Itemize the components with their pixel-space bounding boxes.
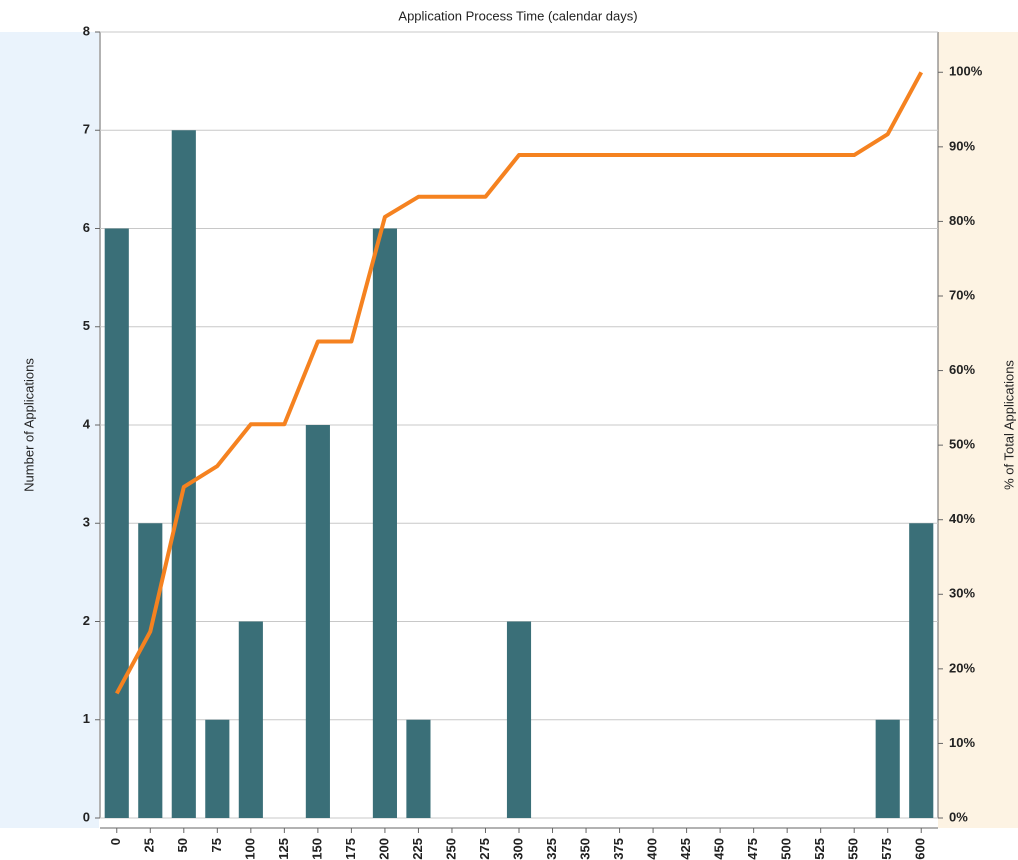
x-tick-label: 200 xyxy=(376,838,391,860)
x-tick-label: 250 xyxy=(443,838,458,860)
y2-tick-label: 60% xyxy=(949,362,975,377)
y-axis-label: Number of Applications xyxy=(21,358,36,492)
y2-axis-label: % of Total Applications xyxy=(1001,360,1016,490)
right-axis-band xyxy=(938,32,1018,828)
y2-tick-label: 100% xyxy=(949,64,983,79)
y-tick-label: 7 xyxy=(83,122,90,137)
y2-tick-label: 70% xyxy=(949,287,975,302)
y-tick-label: 0 xyxy=(83,809,90,824)
y-tick-label: 8 xyxy=(83,23,90,38)
x-tick-label: 550 xyxy=(846,838,861,860)
left-axis-band xyxy=(0,32,99,828)
bar xyxy=(238,621,263,818)
x-tick-label: 100 xyxy=(242,838,257,860)
x-tick-label: 500 xyxy=(779,838,794,860)
bar xyxy=(138,523,163,818)
y2-tick-label: 50% xyxy=(949,437,975,452)
y2-tick-label: 90% xyxy=(949,138,975,153)
bar xyxy=(305,425,330,818)
y2-tick-label: 40% xyxy=(949,511,975,526)
x-tick-label: 475 xyxy=(745,838,760,860)
x-tick-label: 50 xyxy=(175,838,190,852)
x-tick-label: 575 xyxy=(879,838,894,860)
y-tick-label: 2 xyxy=(83,613,90,628)
x-tick-label: 75 xyxy=(209,838,224,852)
y-tick-label: 1 xyxy=(83,711,90,726)
x-tick-label: 300 xyxy=(510,838,525,860)
y-tick-label: 5 xyxy=(83,318,90,333)
bar xyxy=(205,719,230,818)
x-tick-label: 225 xyxy=(410,838,425,860)
x-tick-label: 25 xyxy=(142,838,157,852)
x-tick-label: 450 xyxy=(712,838,727,860)
x-tick-label: 600 xyxy=(913,838,928,860)
x-tick-label: 325 xyxy=(544,838,559,860)
x-tick-label: 275 xyxy=(477,838,492,860)
y2-tick-label: 80% xyxy=(949,213,975,228)
x-tick-label: 350 xyxy=(577,838,592,860)
bar xyxy=(406,719,431,818)
y2-tick-label: 10% xyxy=(949,735,975,750)
x-tick-label: 0 xyxy=(108,838,123,845)
y2-tick-label: 20% xyxy=(949,660,975,675)
x-tick-label: 525 xyxy=(812,838,827,860)
bar xyxy=(372,228,397,818)
x-tick-label: 125 xyxy=(276,838,291,860)
x-tick-label: 425 xyxy=(678,838,693,860)
cumulative-line xyxy=(115,71,923,695)
x-tick-label: 400 xyxy=(645,838,660,860)
bar xyxy=(506,621,532,818)
y2-tick-label: 0% xyxy=(949,809,968,824)
x-tick-label: 150 xyxy=(309,838,324,860)
bar xyxy=(171,130,196,818)
y-tick-label: 4 xyxy=(83,416,91,431)
y-tick-label: 6 xyxy=(83,220,90,235)
y-tick-label: 3 xyxy=(83,515,90,530)
chart-title: Application Process Time (calendar days) xyxy=(398,8,637,23)
x-tick-label: 375 xyxy=(611,838,626,860)
bar xyxy=(909,523,934,818)
bar xyxy=(104,228,129,818)
bar xyxy=(875,719,900,818)
y2-tick-label: 30% xyxy=(949,586,975,601)
x-tick-label: 175 xyxy=(343,838,358,860)
